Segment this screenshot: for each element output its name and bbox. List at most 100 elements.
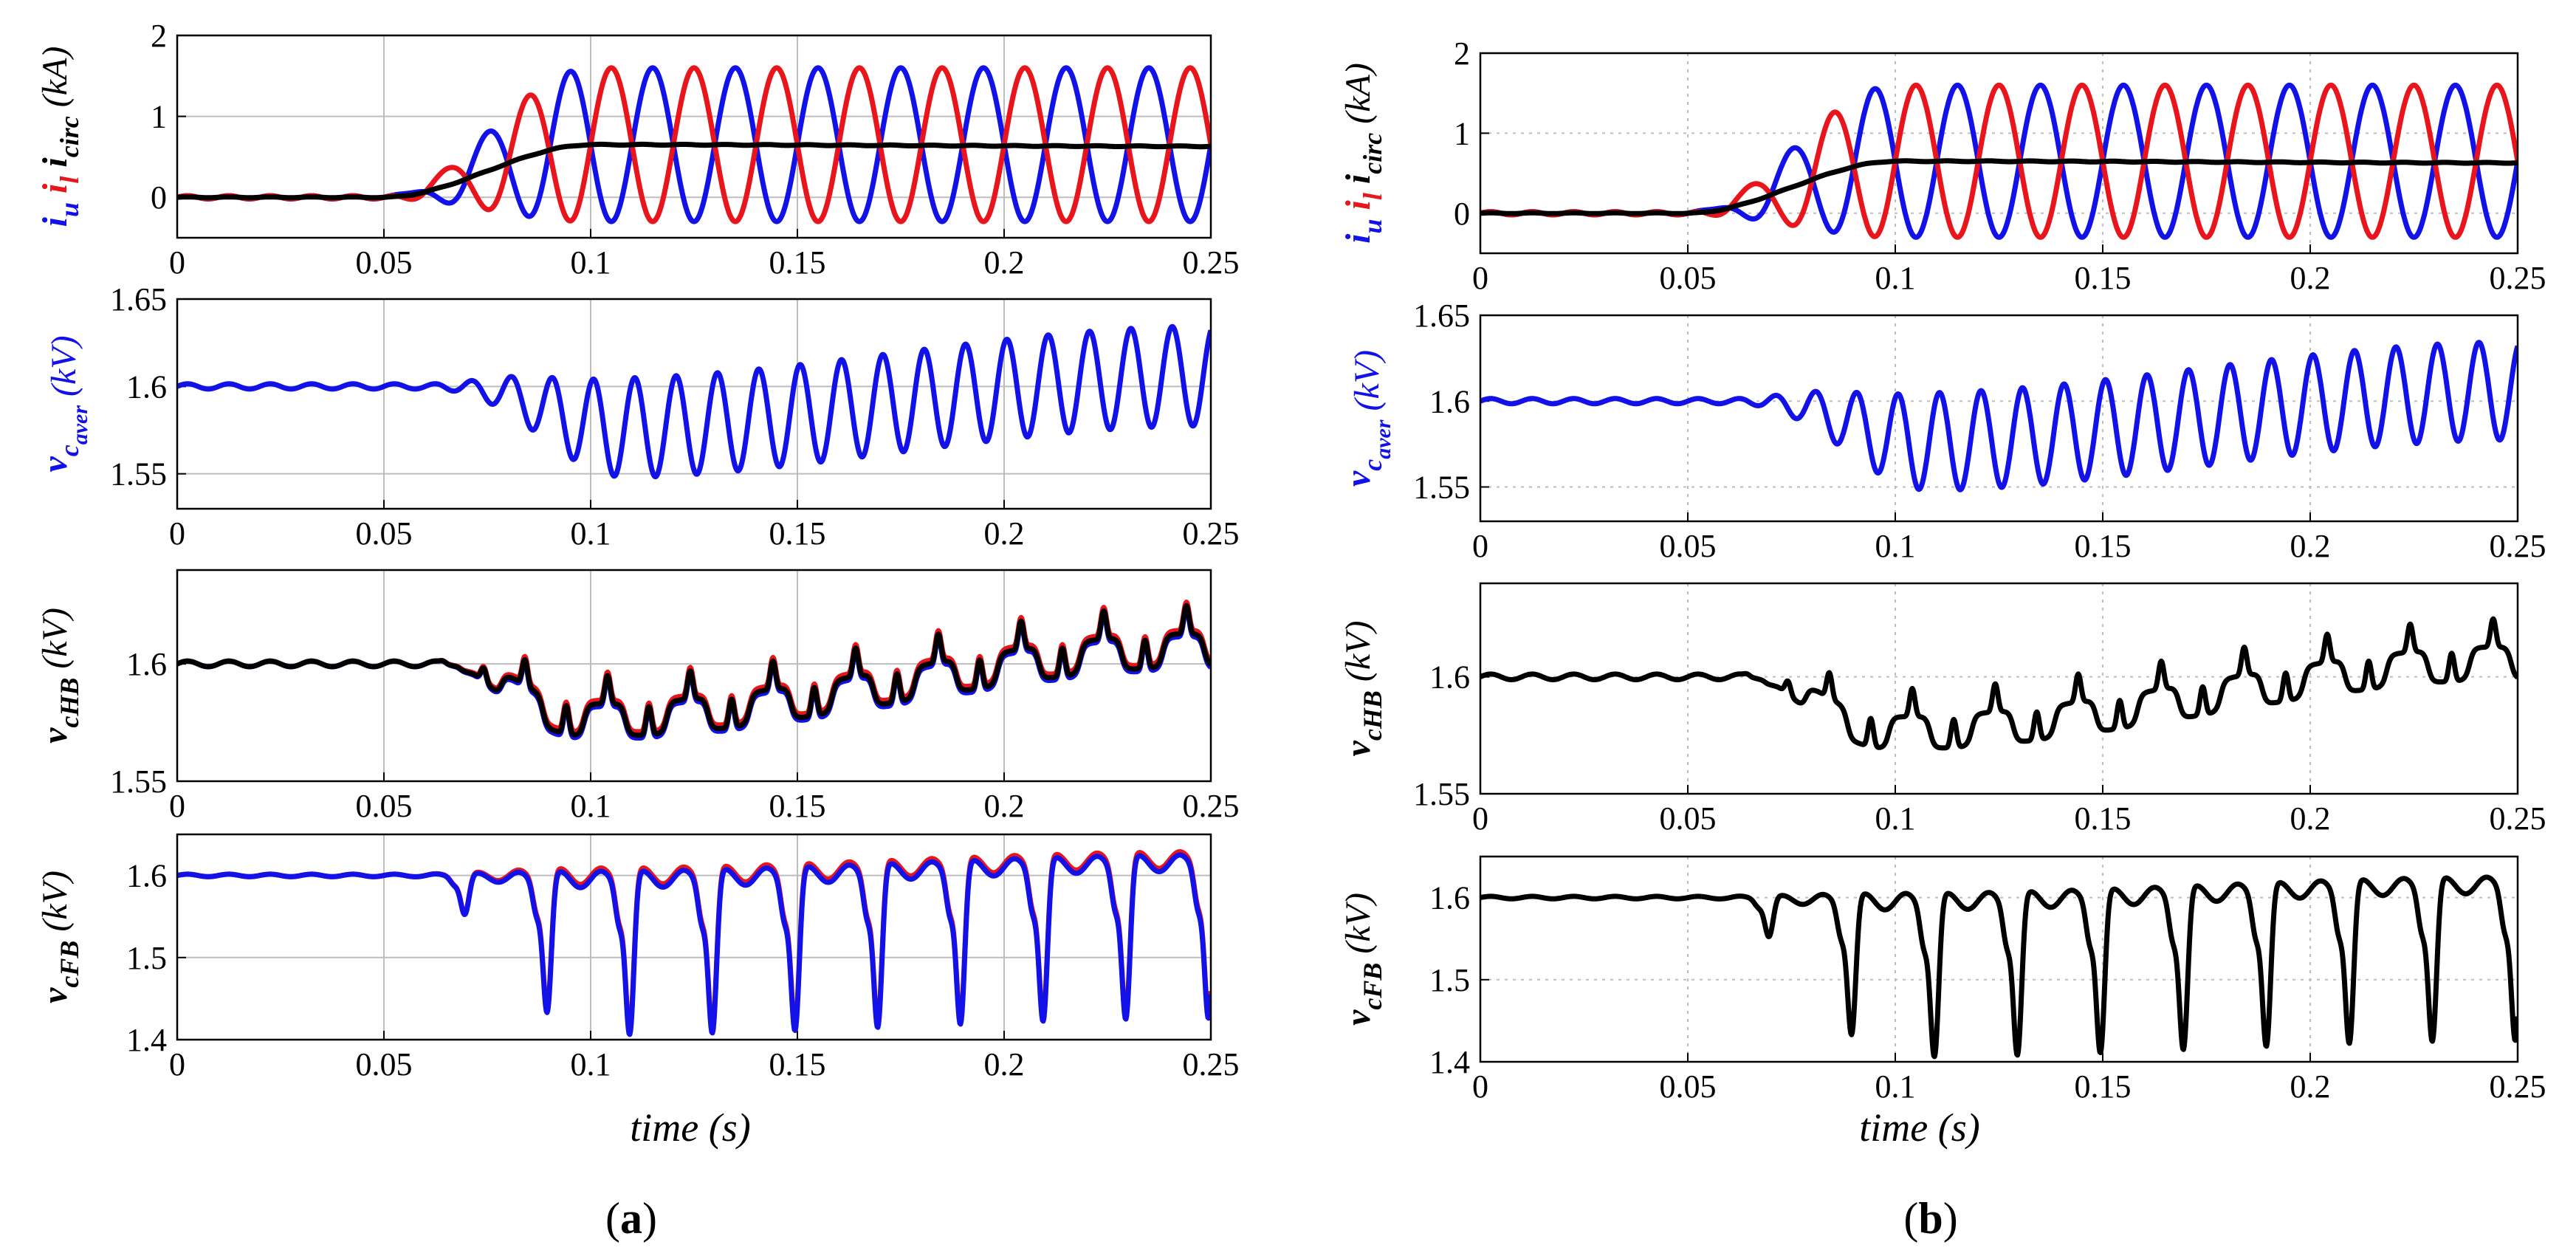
ylabel-reset (1347, 411, 1387, 419)
x-tick-label-a2: 0.05 (356, 515, 413, 552)
ylabel-sub: c (55, 445, 84, 456)
ylabel-reset (35, 669, 75, 678)
x-tick-label-b4: 0.1 (1875, 1068, 1916, 1105)
ylabel-sub: circ (55, 116, 84, 157)
caption-a-close: ) (642, 1194, 657, 1243)
ylabel-reset (35, 168, 75, 176)
x-tick-label-b3: 0.1 (1875, 800, 1916, 837)
axes-frame-a3 (176, 569, 1212, 783)
axes-frame-a1 (176, 34, 1212, 239)
x-tick-label-b3: 0 (1472, 800, 1488, 837)
x-tick-label-a2: 0 (169, 515, 185, 552)
x-tick-label-a3: 0.15 (769, 788, 826, 824)
y-tick-label-a1: 1 (151, 99, 167, 135)
y-tick-label-b2: 1.55 (1413, 470, 1470, 506)
x-tick-label-a3: 0.1 (571, 788, 611, 824)
y-tick-label-b3: 1.55 (1413, 776, 1470, 812)
x-tick-label-b2: 0.05 (1660, 528, 1717, 564)
ylabel-reset (1339, 124, 1378, 133)
y-tick-label-b4: 1.5 (1429, 962, 1470, 998)
ylabel-reset (35, 107, 75, 116)
panel-b2: 0 0.05 0.1 0.15 0.2 0.25 1.55 1.6 1.65 vcaver (kV… (1339, 298, 2546, 564)
series-group-b3 (1480, 616, 2518, 751)
ylabel-part: v (1339, 470, 1378, 487)
ylabel-subsub: aver (1371, 419, 1395, 459)
x-tick-label-a2: 0.1 (571, 515, 611, 552)
series-line-v_c_aver (1480, 340, 2518, 493)
ylabel-reset (1339, 184, 1378, 193)
ylabel-sub: circ (1358, 133, 1387, 174)
ylabel-part: v (35, 727, 75, 744)
x-tick-label-b1: 0 (1472, 260, 1488, 296)
ylabel-reset (35, 932, 75, 941)
x-tick-label-a4: 0.25 (1183, 1046, 1240, 1082)
x-tick-label-b1: 0.25 (2490, 260, 2546, 296)
ylabel-subsub: aver (68, 405, 92, 445)
x-tick-label-a4: 0 (169, 1046, 185, 1082)
x-tick-label-b2: 0.2 (2290, 528, 2331, 564)
ylabel-a2: vcaver (kV) (35, 335, 92, 472)
x-tick-label-a2: 0.15 (769, 515, 826, 552)
ylabel-part: (kV) (35, 608, 75, 669)
x-tick-label-b3: 0.2 (2290, 800, 2331, 837)
x-tick-label-a1: 0.2 (984, 244, 1025, 281)
caption-a: (a) (605, 1194, 657, 1243)
x-tick-label-a1: 0.05 (356, 244, 413, 281)
y-tick-label-b2: 1.65 (1413, 298, 1470, 334)
x-tick-label-b3: 0.25 (2490, 800, 2546, 837)
x-tick-label-b1: 0.1 (1875, 260, 1916, 296)
ylabel-part: (kV) (35, 871, 75, 932)
panel-b3: 0 0.05 0.1 0.15 0.2 0.25 1.55 1.6 vcHB (kV) (1339, 582, 2546, 837)
x-tick-label-a3: 0.25 (1183, 788, 1240, 824)
x-tick-label-a1: 0 (169, 244, 185, 281)
ylabel-part: (kV) (1339, 621, 1378, 682)
ylabel-part: i (35, 183, 75, 193)
series-group-a1 (177, 65, 1211, 224)
ylabel-part: i (1339, 233, 1378, 244)
ylabel-part: v (35, 987, 75, 1003)
axes-frame-b3 (1479, 582, 2519, 795)
series-group-a3 (177, 600, 1211, 741)
ylabel-part: v (1339, 1009, 1378, 1026)
y-tick-label-b3: 1.6 (1429, 659, 1470, 696)
xlabel-b: time (s) (1859, 1105, 1979, 1150)
series-line-i_circ (177, 141, 1211, 201)
x-tick-label-b2: 0 (1472, 528, 1488, 564)
x-tick-label-b4: 0 (1472, 1068, 1488, 1105)
x-tick-label-b4: 0.15 (2075, 1068, 2132, 1105)
x-tick-label-b3: 0.15 (2075, 800, 2132, 837)
series-line-v_cFB (1480, 874, 2518, 1060)
y-tick-label-b1: 2 (1454, 35, 1470, 72)
ylabel-sub: cHB (1358, 690, 1387, 741)
axes-frame-b4 (1479, 855, 2519, 1063)
ylabel-reset (1339, 682, 1378, 690)
ylabel-reset (35, 193, 75, 202)
x-tick-label-b1: 0.05 (1660, 260, 1717, 296)
x-tick-label-b3: 0.05 (1660, 800, 1717, 837)
ylabel-sub: l (1358, 193, 1387, 200)
y-tick-label-a2: 1.55 (110, 456, 167, 493)
ylabel-part: i (1339, 199, 1378, 210)
ylabel-part: (kA) (1339, 63, 1378, 124)
ylabel-sub: cFB (55, 941, 84, 988)
ylabel-b3: vcHB (kV) (1339, 621, 1387, 757)
x-tick-label-b2: 0.15 (2075, 528, 2132, 564)
series-line-v_cFB_blue (177, 852, 1211, 1037)
ylabel-part: i (35, 157, 75, 168)
caption-b-open: ( (1903, 1194, 1918, 1243)
y-tick-label-a3: 1.55 (110, 763, 167, 800)
series-line-v_cHB_black (177, 603, 1211, 738)
axes-frame-b1 (1479, 52, 2519, 255)
ylabel-b1: iu il icirc (kA) (1339, 63, 1387, 244)
axes-frame-a4 (176, 833, 1212, 1041)
y-tick-label-a4: 1.4 (126, 1022, 167, 1058)
panel-a4: 0 0.05 0.1 0.15 0.2 0.25 1.4 1.5 1.6 vcFB (kV) (35, 833, 1240, 1082)
xlabel-a: time (s) (630, 1105, 750, 1150)
y-tick-label-a1: 0 (151, 179, 167, 216)
caption-b-close: ) (1943, 1194, 1958, 1243)
series-line-i_circ (1480, 158, 2518, 216)
ylabel-b4: vcFB (kV) (1339, 893, 1387, 1026)
